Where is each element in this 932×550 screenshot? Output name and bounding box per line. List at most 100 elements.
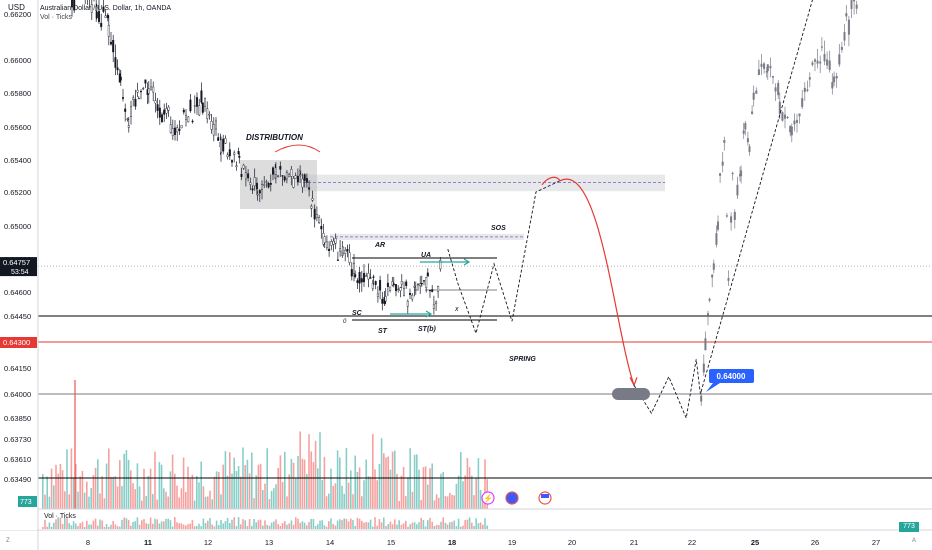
volume-bar <box>152 494 154 509</box>
candle-body <box>376 293 379 297</box>
volume-bar <box>198 482 200 509</box>
volume-bar <box>86 481 88 509</box>
volume-bar-lower <box>246 526 249 529</box>
volume-bar-lower <box>213 526 216 529</box>
candle-body <box>127 125 130 128</box>
volume-bar <box>387 456 389 509</box>
candle-body <box>334 238 337 244</box>
volume-bar <box>361 496 363 509</box>
volume-bar-lower <box>191 520 194 529</box>
candle-body <box>342 246 345 254</box>
candle-body <box>392 283 395 286</box>
australia-flag-icon[interactable] <box>505 491 519 505</box>
volume-bar <box>68 494 70 509</box>
volume-bar <box>112 476 114 509</box>
candle-body <box>255 182 258 190</box>
volume-bar <box>79 476 81 509</box>
volume-bar <box>460 452 462 509</box>
candle-body <box>73 0 76 11</box>
volume-bar <box>81 470 84 509</box>
volume-bar-lower <box>226 517 229 529</box>
candle-body <box>222 138 225 152</box>
volume-bar-lower <box>75 523 77 529</box>
candle-body <box>219 139 222 153</box>
candle-body <box>833 76 836 83</box>
volume-bar-lower <box>187 524 189 529</box>
corner-right[interactable]: A <box>912 538 917 544</box>
volume-bar-lower <box>466 519 469 529</box>
volume-bar-lower <box>90 524 92 529</box>
volume-bar-lower <box>101 520 103 529</box>
volume-bar-lower <box>72 521 75 529</box>
volume-legend[interactable]: Vol · Ticks <box>44 513 76 520</box>
candle-body <box>237 151 240 154</box>
volume-bar <box>143 468 145 509</box>
volume-bar <box>281 482 284 509</box>
volume-bar <box>310 451 312 509</box>
volume-bar-lower <box>376 525 378 529</box>
candle-body <box>70 0 73 8</box>
candle-body <box>372 276 375 278</box>
volume-bar <box>180 488 183 509</box>
candle-body <box>850 0 853 9</box>
volume-bar-lower <box>422 519 425 529</box>
corner-left[interactable]: Z <box>6 538 10 544</box>
candle-body <box>777 82 780 96</box>
volume-bar-lower <box>103 526 106 529</box>
volume-bar-lower <box>209 517 211 529</box>
volume-bar-lower <box>171 526 174 529</box>
lightning-icon[interactable] <box>481 491 495 505</box>
symbol-legend[interactable]: Australian Dollar / U.S. Dollar, 1h, OAN… <box>40 4 171 22</box>
volume-bar <box>233 457 235 509</box>
volume-bar-lower <box>306 525 308 529</box>
volume-bar <box>130 470 132 509</box>
volume-bar <box>127 459 130 509</box>
volume-bar-lower <box>482 524 484 529</box>
distribution-zone <box>240 160 317 209</box>
target-label-text: 0.64000 <box>717 372 746 381</box>
volume-bar <box>44 494 46 509</box>
time-axis-ticks: 8 11 12 13 14 15 18 19 20 21 22 25 26 27 <box>86 538 880 547</box>
candle-body <box>238 155 241 158</box>
event-icons[interactable]: ⚡ <box>481 491 552 505</box>
volume-bar <box>411 491 414 509</box>
volume-bar-lower <box>398 520 400 529</box>
candle-body <box>803 87 806 93</box>
volume-bar-lower <box>330 518 332 529</box>
time-tick-label: 21 <box>630 538 638 547</box>
horizontal-levels <box>38 257 932 479</box>
candle-body <box>702 363 705 373</box>
candle-body <box>214 120 217 130</box>
candle-body <box>435 301 438 304</box>
candle-body <box>173 127 176 135</box>
volume-bar <box>317 468 319 509</box>
volume-bar-lower <box>268 525 271 529</box>
volume-bar-lower <box>83 526 86 529</box>
candle-body <box>798 113 801 117</box>
volume-bar-lower <box>253 518 255 529</box>
candle-body <box>126 118 129 120</box>
volume-spike <box>74 380 76 509</box>
candle-body <box>249 182 252 185</box>
candle-body <box>757 69 760 75</box>
candle-body <box>763 63 766 69</box>
volume-bar <box>323 456 326 509</box>
time-tick-label: 22 <box>688 538 696 547</box>
candle-body <box>191 120 194 123</box>
volume-bar-lower <box>429 517 431 529</box>
candle-body <box>178 128 181 131</box>
candle-body <box>707 313 710 316</box>
volume-bar <box>268 499 271 509</box>
last-price-badge <box>0 257 37 277</box>
candle-body <box>778 101 781 115</box>
volume-bar-lower <box>259 519 262 529</box>
volume-bar <box>446 496 449 509</box>
price-tick-label: 0.64600 <box>4 288 31 297</box>
volume-bar-lower <box>202 518 205 529</box>
volume-bar-lower <box>372 526 374 529</box>
price-tick-label: 0.65200 <box>4 188 31 197</box>
volume-bar-lower <box>48 522 51 529</box>
volume-bar <box>484 459 486 509</box>
candle-body <box>134 99 137 107</box>
